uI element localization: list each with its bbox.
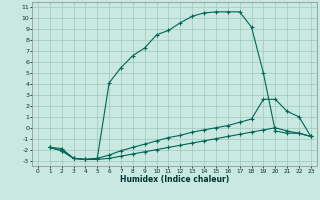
X-axis label: Humidex (Indice chaleur): Humidex (Indice chaleur) <box>120 175 229 184</box>
